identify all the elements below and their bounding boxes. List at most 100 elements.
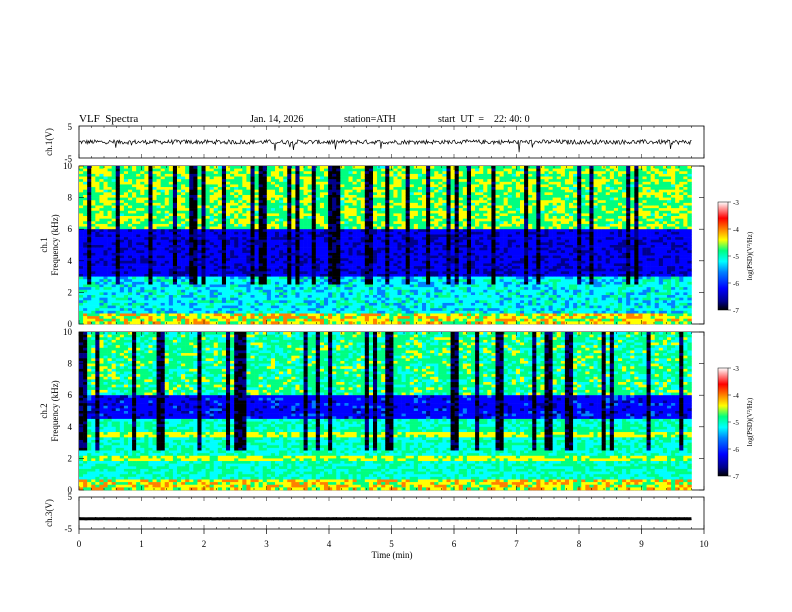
spectrogram-cell	[230, 189, 235, 193]
spectrogram-cell	[209, 192, 215, 196]
spectrogram-cell	[315, 168, 321, 172]
spectrogram-cell	[356, 263, 362, 267]
spectrogram-cell	[132, 205, 137, 209]
spectrogram-cell	[270, 202, 276, 206]
spectrogram-cell	[258, 292, 264, 296]
spectrogram-cell	[230, 302, 235, 306]
spectrogram-cell	[299, 200, 304, 204]
spectrogram-cell	[291, 210, 296, 214]
spectrogram-cell	[291, 250, 296, 254]
spectrogram-cell	[307, 292, 313, 296]
spectrogram-cell	[299, 313, 304, 317]
spectrogram-cell	[140, 255, 145, 259]
spectrogram-cell	[332, 279, 337, 283]
spectrogram-cell	[91, 234, 96, 238]
spectrogram-cell	[172, 289, 178, 293]
spectrogram-cell	[242, 247, 247, 251]
spectrogram-cell	[238, 176, 243, 180]
spectrogram-cell	[91, 247, 96, 251]
spectrogram-cell	[348, 255, 353, 259]
spectrogram-cell	[213, 181, 219, 185]
spectrogram-cell	[189, 247, 194, 251]
spectrogram-cell	[299, 310, 304, 314]
spectrogram-cell	[230, 287, 235, 291]
spectrogram-cell	[283, 192, 288, 196]
spectrogram-cell	[295, 221, 300, 225]
spectrogram-cell	[87, 197, 92, 201]
spectrogram-cell	[144, 252, 149, 256]
spectrogram-cell	[205, 305, 210, 309]
spectrogram-cell	[295, 305, 300, 309]
spectrogram-cell	[275, 192, 280, 196]
spectrogram-cell	[303, 229, 308, 233]
spectrogram-cell	[221, 276, 227, 280]
spectrogram-cell	[103, 197, 108, 201]
spectrogram-cell	[279, 187, 284, 190]
spectrogram-cell	[111, 287, 117, 291]
spectrogram-cell	[246, 181, 251, 185]
spectrogram-cell	[356, 213, 362, 217]
spectrogram-cell	[172, 166, 178, 169]
spectrogram-cell	[332, 318, 337, 322]
spectrogram-cell	[111, 255, 117, 259]
spectrogram-cell	[148, 213, 153, 217]
spectrogram-cell	[185, 173, 190, 177]
spectrogram-cell	[148, 221, 153, 225]
spectrogram-cell	[185, 266, 190, 269]
spectrogram-cell	[250, 171, 255, 175]
spectrogram-cell	[168, 189, 174, 193]
spectrogram-cell	[324, 231, 329, 235]
spectrogram-cell	[128, 289, 133, 293]
spectrogram-cell	[303, 300, 308, 304]
spectrogram-cell	[373, 260, 378, 264]
spectrogram-cell	[217, 247, 223, 251]
spectrogram-cell	[79, 187, 84, 190]
spectrogram-cell	[360, 300, 366, 304]
spectrogram-cell	[254, 300, 259, 304]
spectrogram-cell	[87, 213, 92, 217]
spectrogram-cell	[315, 273, 321, 277]
spectrogram-cell	[303, 245, 308, 248]
spectrogram-cell	[242, 276, 247, 280]
spectrogram-cell	[405, 205, 411, 209]
spectrogram-cell	[303, 292, 308, 296]
spectrogram-cell	[226, 260, 231, 264]
spectrogram-cell	[393, 297, 398, 301]
spectrogram-cell	[409, 171, 415, 175]
spectrogram-cell	[107, 310, 112, 314]
spectrogram-cell	[275, 194, 280, 198]
spectrogram-cell	[226, 247, 231, 251]
spectrogram-cell	[377, 208, 382, 212]
spectrogram-cell	[128, 313, 133, 317]
spectrogram-cell	[295, 318, 300, 322]
spectrogram-cell	[373, 266, 378, 269]
spectrogram-cell	[401, 168, 406, 172]
spectrogram-cell	[352, 316, 357, 320]
spectrogram-cell	[389, 260, 394, 264]
spectrogram-cell	[209, 226, 215, 230]
spectrogram-cell	[177, 255, 182, 259]
spectrogram-cell	[209, 300, 215, 304]
spectrogram-cell	[136, 171, 141, 175]
spectrogram-cell	[148, 321, 153, 325]
spectrogram-cell	[193, 192, 198, 196]
spectrogram-cell	[295, 218, 300, 222]
spectrogram-cell	[197, 247, 202, 251]
spectrogram-cell	[238, 184, 243, 188]
spectrogram-cell	[352, 273, 357, 277]
spectrogram-cell	[319, 260, 325, 264]
spectrogram-cell	[401, 318, 406, 322]
spectrogram-cell	[307, 200, 313, 204]
spectrogram-cell	[193, 302, 198, 306]
spectrogram-cell	[377, 266, 382, 269]
spectrogram-cell	[201, 194, 206, 198]
spectrogram-cell	[336, 226, 341, 230]
spectrogram-cell	[266, 295, 272, 298]
spectrogram-cell	[230, 239, 235, 243]
spectrogram-cell	[156, 202, 161, 206]
spectrogram-cell	[152, 192, 157, 196]
spectrogram-cell	[328, 226, 333, 230]
spectrogram-cell	[311, 216, 317, 219]
spectrogram-cell	[254, 237, 259, 241]
